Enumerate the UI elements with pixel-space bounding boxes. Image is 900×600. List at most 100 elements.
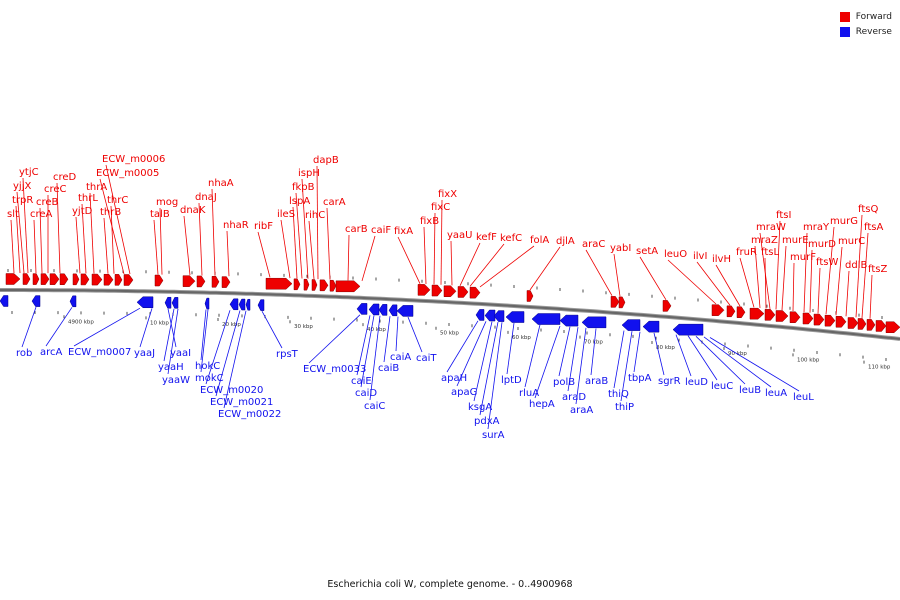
forward-gene-14 bbox=[196, 275, 206, 288]
forward-gene-label-10: thrA bbox=[86, 182, 107, 193]
forward-gene-label-35: yaaU bbox=[447, 230, 473, 241]
reverse-gene-label-26: rluA bbox=[519, 388, 539, 399]
forward-leader-45 bbox=[715, 264, 741, 307]
forward-gene-label-16: mog bbox=[156, 197, 178, 208]
forward-gene-24 bbox=[417, 284, 431, 296]
forward-gene-40 bbox=[802, 312, 814, 325]
forward-gene-label-23: lspA bbox=[289, 196, 310, 207]
forward-gene-8 bbox=[91, 273, 103, 286]
forward-gene-39 bbox=[789, 311, 801, 323]
figure-caption: Escherichia coli W, complete genome. - 0… bbox=[327, 579, 573, 590]
reverse-leader-31 bbox=[590, 328, 597, 376]
reverse-gene-15 bbox=[396, 305, 414, 317]
forward-gene-label-60: ftsA bbox=[864, 222, 883, 233]
forward-leader-11 bbox=[103, 217, 109, 274]
forward-gene-19 bbox=[303, 278, 310, 291]
forward-gene-label-49: mraW bbox=[756, 222, 786, 233]
reverse-gene-13 bbox=[378, 304, 388, 316]
forward-gene-28 bbox=[469, 286, 481, 299]
reverse-gene-label-37: leuC bbox=[711, 381, 733, 392]
forward-leader-50 bbox=[775, 220, 781, 310]
forward-leader-17 bbox=[183, 215, 191, 276]
forward-leader-57 bbox=[835, 246, 843, 316]
forward-gene-label-26: rihC bbox=[305, 210, 325, 221]
forward-gene-2 bbox=[32, 273, 40, 285]
forward-gene-label-21: ribF bbox=[254, 221, 273, 232]
kbp-label-4: 40 kbp bbox=[367, 327, 386, 333]
reverse-gene-label-14: caiE bbox=[351, 376, 372, 387]
forward-gene-label-41: yabI bbox=[610, 243, 631, 254]
forward-leader-27 bbox=[316, 165, 319, 280]
forward-gene-47 bbox=[875, 320, 887, 332]
reverse-leader-38 bbox=[695, 336, 746, 385]
reverse-leader-7 bbox=[200, 309, 207, 361]
reverse-gene-7 bbox=[229, 298, 239, 311]
forward-gene-20 bbox=[311, 279, 318, 291]
reverse-gene-label-8: mokC bbox=[195, 373, 224, 384]
reverse-gene-label-2: ECW_m0007 bbox=[68, 347, 131, 358]
reverse-gene-label-17: caiB bbox=[378, 363, 399, 374]
reverse-leader-30 bbox=[575, 327, 587, 405]
forward-leader-13 bbox=[99, 178, 125, 275]
forward-gene-42 bbox=[824, 314, 836, 327]
forward-gene-41 bbox=[813, 313, 825, 326]
forward-gene-12 bbox=[154, 274, 164, 287]
reverse-leader-27 bbox=[534, 325, 561, 399]
forward-gene-label-33: fixC bbox=[431, 202, 450, 213]
forward-leader-46 bbox=[739, 257, 755, 308]
reverse-leader-40 bbox=[709, 337, 800, 392]
kbp-label-10: 100 kbp bbox=[797, 357, 820, 363]
kbp-label-5: 50 kbp bbox=[440, 331, 459, 337]
reverse-gene-0 bbox=[0, 295, 9, 307]
forward-leader-60 bbox=[861, 232, 869, 318]
reverse-gene-16 bbox=[475, 309, 485, 321]
reverse-gene-11 bbox=[356, 303, 368, 315]
kbp-label-8: 80 kbp bbox=[656, 345, 675, 351]
forward-gene-1 bbox=[22, 273, 31, 285]
forward-gene-45 bbox=[857, 318, 867, 330]
reverse-gene-label-3: yaaJ bbox=[134, 348, 155, 359]
reverse-gene-label-30: araA bbox=[570, 405, 593, 416]
reverse-leader-10 bbox=[215, 310, 241, 397]
forward-leader-8 bbox=[75, 216, 81, 274]
reverse-gene-17 bbox=[484, 309, 496, 322]
reverse-gene-label-5: yaaH bbox=[158, 362, 184, 373]
forward-gene-label-51: murE bbox=[782, 235, 809, 246]
forward-gene-33 bbox=[711, 304, 725, 316]
forward-gene-25 bbox=[431, 284, 443, 297]
forward-gene-label-24: fkpB bbox=[292, 182, 315, 193]
forward-gene-label-20: nhaR bbox=[223, 220, 249, 231]
forward-gene-label-25: ispH bbox=[298, 168, 320, 179]
reverse-gene-9 bbox=[245, 298, 251, 311]
forward-gene-4 bbox=[49, 273, 60, 285]
kbp-label-3: 30 kbp bbox=[294, 324, 313, 330]
forward-gene-label-48: ftsL bbox=[761, 247, 779, 258]
reverse-leader-28 bbox=[558, 326, 571, 377]
forward-gene-label-13: ECW_m0005 bbox=[96, 168, 159, 179]
forward-gene-label-56: murG bbox=[830, 216, 858, 227]
forward-gene-32 bbox=[662, 300, 672, 312]
forward-gene-label-57: murC bbox=[838, 236, 865, 247]
reverse-gene-10 bbox=[257, 299, 265, 311]
reverse-gene-12 bbox=[368, 303, 380, 316]
forward-leader-23 bbox=[292, 206, 298, 279]
reverse-leader-16 bbox=[369, 315, 381, 401]
forward-leader-39 bbox=[529, 246, 561, 291]
forward-gene-label-52: murF bbox=[790, 252, 816, 263]
forward-gene-label-1: yjjX bbox=[13, 181, 31, 192]
forward-gene-30 bbox=[610, 296, 620, 308]
forward-gene-label-0: slt bbox=[7, 209, 19, 220]
reverse-leader-35 bbox=[653, 332, 665, 376]
reverse-gene-label-27: hepA bbox=[529, 399, 555, 410]
forward-gene-44 bbox=[847, 317, 859, 329]
kbp-label-6: 60 kbp bbox=[512, 335, 531, 341]
forward-gene-10 bbox=[114, 274, 123, 286]
forward-leader-42 bbox=[639, 256, 667, 301]
reverse-leader-36 bbox=[675, 334, 692, 377]
reverse-gene-3 bbox=[136, 296, 154, 309]
reverse-gene-4 bbox=[164, 296, 172, 309]
forward-leader-30 bbox=[361, 235, 376, 282]
forward-gene-label-43: leuO bbox=[664, 249, 687, 260]
forward-gene-34 bbox=[726, 305, 736, 318]
reverse-gene-8 bbox=[238, 298, 246, 311]
